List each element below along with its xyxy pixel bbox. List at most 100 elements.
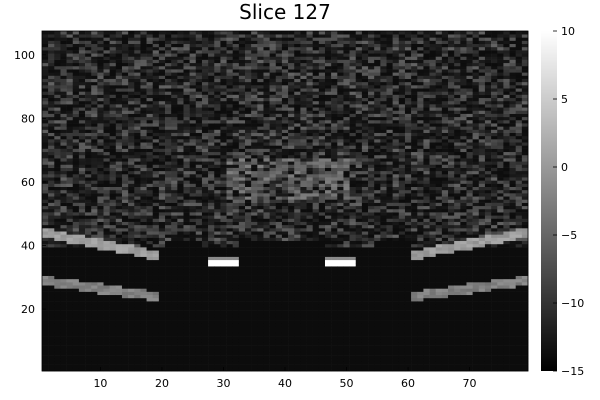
heatmap-cell bbox=[312, 355, 320, 359]
heatmap-cell bbox=[152, 88, 160, 92]
heatmap-cell bbox=[294, 367, 301, 372]
heatmap-cell bbox=[263, 196, 270, 200]
heatmap-cell bbox=[201, 193, 209, 197]
heatmap-cell bbox=[78, 355, 86, 359]
heatmap-cell bbox=[72, 186, 80, 191]
heatmap-cell bbox=[60, 304, 67, 308]
heatmap-cell bbox=[183, 282, 190, 286]
heatmap-cell bbox=[115, 231, 123, 235]
heatmap-cell bbox=[214, 221, 221, 226]
heatmap-cell bbox=[257, 50, 264, 54]
heatmap-cell bbox=[275, 193, 283, 197]
heatmap-cell bbox=[183, 107, 190, 111]
heatmap-cell bbox=[177, 196, 184, 200]
heatmap-cell bbox=[324, 221, 332, 226]
heatmap-cell bbox=[195, 291, 203, 296]
heatmap-cell bbox=[97, 228, 104, 232]
heatmap-cell bbox=[177, 75, 184, 79]
heatmap-cell bbox=[42, 351, 49, 356]
heatmap-cell bbox=[195, 256, 203, 261]
heatmap-cell bbox=[91, 205, 98, 210]
heatmap-cell bbox=[232, 34, 240, 38]
heatmap-cell bbox=[121, 323, 129, 327]
heatmap-cell bbox=[146, 151, 154, 156]
heatmap-cell bbox=[214, 85, 221, 89]
heatmap-cell bbox=[281, 183, 289, 187]
heatmap-cell bbox=[245, 104, 252, 108]
heatmap-cell bbox=[251, 91, 258, 95]
heatmap-cell bbox=[189, 358, 197, 362]
heatmap-cell bbox=[42, 31, 49, 35]
heatmap-cell bbox=[54, 183, 61, 187]
heatmap-cell bbox=[300, 59, 307, 64]
heatmap-cell bbox=[152, 164, 160, 168]
heatmap-cell bbox=[91, 247, 98, 251]
heatmap-cell bbox=[201, 65, 209, 70]
heatmap-cell bbox=[165, 180, 172, 184]
heatmap-cell bbox=[238, 367, 246, 372]
heatmap-cell bbox=[121, 329, 129, 334]
heatmap-cell bbox=[189, 110, 197, 114]
heatmap-cell bbox=[269, 323, 277, 327]
heatmap-cell bbox=[54, 294, 61, 299]
heatmap-cell bbox=[275, 34, 283, 38]
heatmap-cell bbox=[146, 104, 154, 108]
heatmap-cell bbox=[42, 104, 49, 108]
heatmap-cell bbox=[152, 161, 160, 165]
heatmap-cell bbox=[263, 161, 270, 165]
heatmap-cell bbox=[165, 145, 172, 149]
heatmap-cell bbox=[275, 161, 283, 165]
heatmap-cell bbox=[300, 196, 307, 200]
heatmap-cell bbox=[318, 310, 326, 315]
heatmap-cell bbox=[318, 358, 326, 362]
heatmap-cell bbox=[54, 275, 61, 280]
heatmap-cell bbox=[121, 316, 129, 321]
heatmap-cell bbox=[300, 336, 307, 340]
heatmap-cell bbox=[115, 310, 123, 315]
heatmap-cell bbox=[288, 275, 295, 280]
heatmap-cell bbox=[60, 339, 67, 343]
heatmap-cell bbox=[72, 367, 80, 372]
heatmap-cell bbox=[171, 345, 178, 350]
heatmap-cell bbox=[54, 116, 61, 121]
heatmap-cell bbox=[103, 282, 110, 286]
heatmap-cell bbox=[158, 110, 166, 114]
heatmap-cell bbox=[115, 294, 123, 299]
heatmap-cell bbox=[48, 361, 55, 365]
heatmap-cell bbox=[103, 161, 110, 165]
heatmap-cell bbox=[306, 119, 313, 124]
heatmap-cell bbox=[54, 358, 61, 362]
heatmap-cell bbox=[128, 186, 135, 191]
heatmap-cell bbox=[183, 161, 190, 165]
heatmap-cell bbox=[72, 53, 80, 57]
heatmap-cell bbox=[85, 110, 92, 114]
heatmap-cell bbox=[103, 329, 110, 334]
heatmap-cell bbox=[48, 294, 55, 299]
heatmap-cell bbox=[109, 339, 117, 343]
heatmap-cell bbox=[318, 37, 326, 41]
heatmap-cell bbox=[238, 91, 246, 95]
heatmap-cell bbox=[220, 231, 227, 235]
heatmap-cell bbox=[134, 329, 141, 334]
heatmap-cell bbox=[294, 310, 301, 315]
heatmap-cell bbox=[238, 326, 246, 330]
heatmap-cell bbox=[91, 358, 98, 362]
heatmap-cell bbox=[171, 212, 178, 216]
heatmap-cell bbox=[269, 228, 277, 232]
heatmap-cell bbox=[251, 129, 258, 133]
heatmap-cell bbox=[195, 129, 203, 133]
heatmap-cell bbox=[300, 348, 307, 353]
heatmap-cell bbox=[121, 240, 129, 245]
heatmap-cell bbox=[152, 272, 160, 276]
heatmap-cell bbox=[165, 193, 172, 197]
heatmap-cell bbox=[300, 145, 307, 149]
heatmap-cell bbox=[103, 145, 110, 149]
heatmap-cell bbox=[245, 97, 252, 102]
heatmap-cell bbox=[177, 81, 184, 86]
heatmap-cell bbox=[195, 231, 203, 235]
heatmap-cell bbox=[66, 329, 74, 334]
heatmap-cell bbox=[54, 37, 61, 41]
heatmap-cell bbox=[269, 266, 277, 270]
heatmap-cell bbox=[220, 215, 227, 219]
heatmap-cell bbox=[263, 135, 270, 140]
